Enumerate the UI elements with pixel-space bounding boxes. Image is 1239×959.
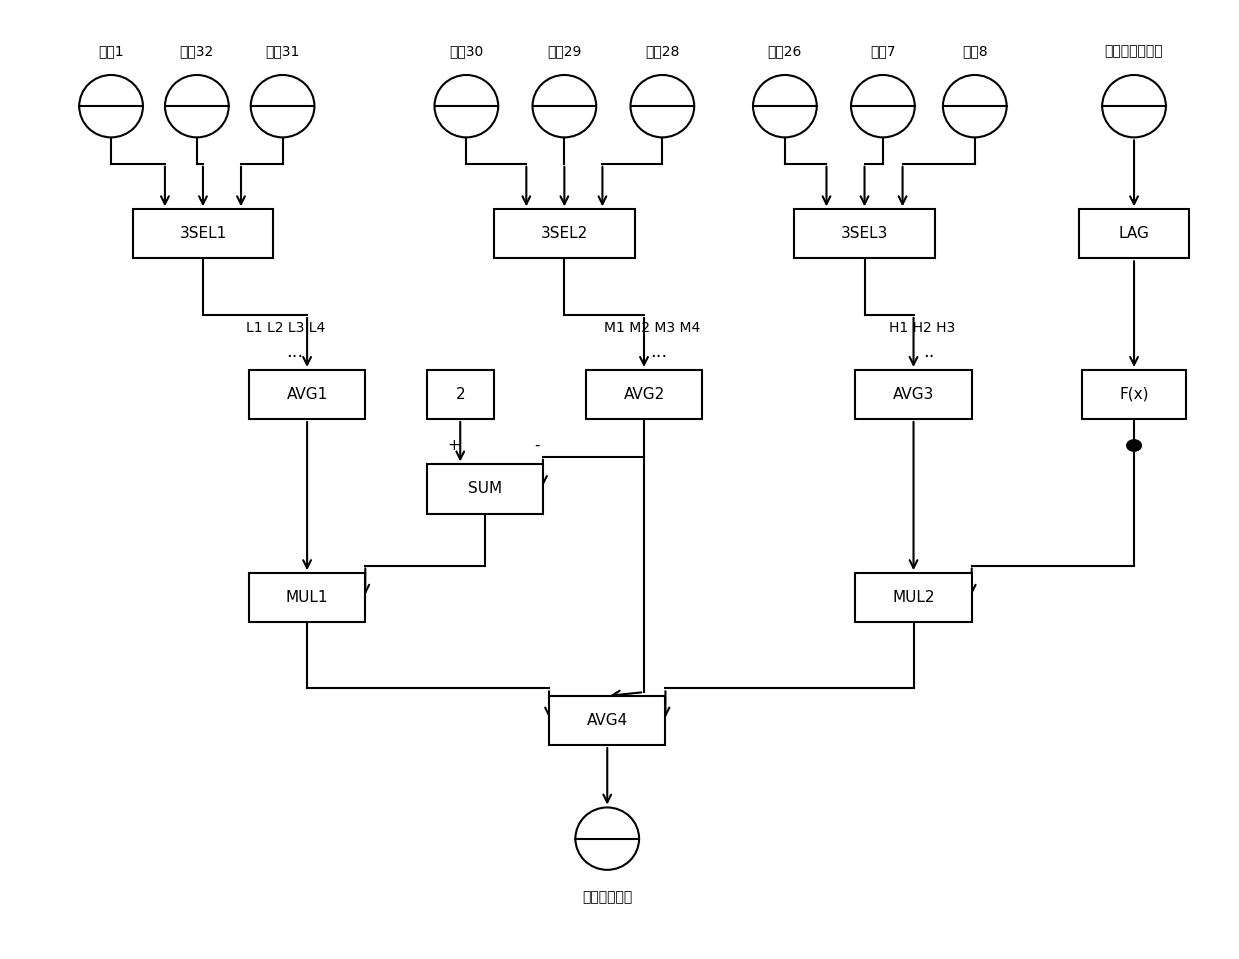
FancyBboxPatch shape	[426, 370, 494, 419]
Text: 床温7: 床温7	[870, 44, 896, 58]
Text: SUM: SUM	[467, 481, 502, 497]
Circle shape	[1126, 440, 1141, 451]
FancyBboxPatch shape	[1079, 209, 1189, 258]
Text: 3SEL3: 3SEL3	[841, 226, 888, 242]
FancyBboxPatch shape	[855, 573, 971, 622]
Ellipse shape	[533, 75, 596, 137]
Text: 床温26: 床温26	[768, 44, 802, 58]
Text: 2: 2	[456, 386, 465, 402]
Text: MUL1: MUL1	[286, 590, 328, 605]
FancyBboxPatch shape	[1082, 370, 1186, 419]
Ellipse shape	[851, 75, 914, 137]
Text: AVG4: AVG4	[586, 713, 628, 728]
Text: +: +	[447, 438, 461, 453]
FancyBboxPatch shape	[249, 370, 366, 419]
Text: AVG3: AVG3	[893, 386, 934, 402]
Text: 床温29: 床温29	[548, 44, 581, 58]
Text: 床温1: 床温1	[98, 44, 124, 58]
Text: 床温28: 床温28	[646, 44, 679, 58]
Text: ..: ..	[923, 343, 935, 361]
Text: M1 M2 M3 M4: M1 M2 M3 M4	[603, 321, 700, 336]
Text: 床温32: 床温32	[180, 44, 214, 58]
FancyBboxPatch shape	[586, 370, 703, 419]
Ellipse shape	[79, 75, 142, 137]
FancyBboxPatch shape	[249, 573, 366, 622]
FancyBboxPatch shape	[133, 209, 274, 258]
Ellipse shape	[1103, 75, 1166, 137]
FancyBboxPatch shape	[794, 209, 935, 258]
Ellipse shape	[250, 75, 315, 137]
Text: MUL2: MUL2	[892, 590, 934, 605]
Text: 床温8: 床温8	[961, 44, 987, 58]
Text: ...: ...	[286, 343, 304, 361]
FancyBboxPatch shape	[426, 464, 543, 513]
Ellipse shape	[575, 807, 639, 870]
Text: F(x): F(x)	[1119, 386, 1149, 402]
Text: AVG2: AVG2	[623, 386, 664, 402]
Text: ...: ...	[650, 343, 668, 361]
FancyBboxPatch shape	[494, 209, 634, 258]
Ellipse shape	[943, 75, 1006, 137]
Text: 3SEL1: 3SEL1	[180, 226, 227, 242]
Text: AVG1: AVG1	[286, 386, 328, 402]
Ellipse shape	[631, 75, 694, 137]
Ellipse shape	[753, 75, 817, 137]
Text: H1 H2 H3: H1 H2 H3	[890, 321, 955, 336]
Text: 3SEL2: 3SEL2	[540, 226, 589, 242]
Text: -: -	[534, 438, 539, 453]
Ellipse shape	[165, 75, 229, 137]
Text: 标幺化主汽流量: 标幺化主汽流量	[1105, 44, 1163, 58]
Text: 床温31: 床温31	[265, 44, 300, 58]
Text: LAG: LAG	[1119, 226, 1150, 242]
Text: 优化计算床温: 优化计算床温	[582, 891, 632, 904]
FancyBboxPatch shape	[549, 696, 665, 745]
FancyBboxPatch shape	[855, 370, 971, 419]
Text: L1 L2 L3 L4: L1 L2 L3 L4	[245, 321, 325, 336]
Ellipse shape	[435, 75, 498, 137]
Text: 床温30: 床温30	[450, 44, 483, 58]
